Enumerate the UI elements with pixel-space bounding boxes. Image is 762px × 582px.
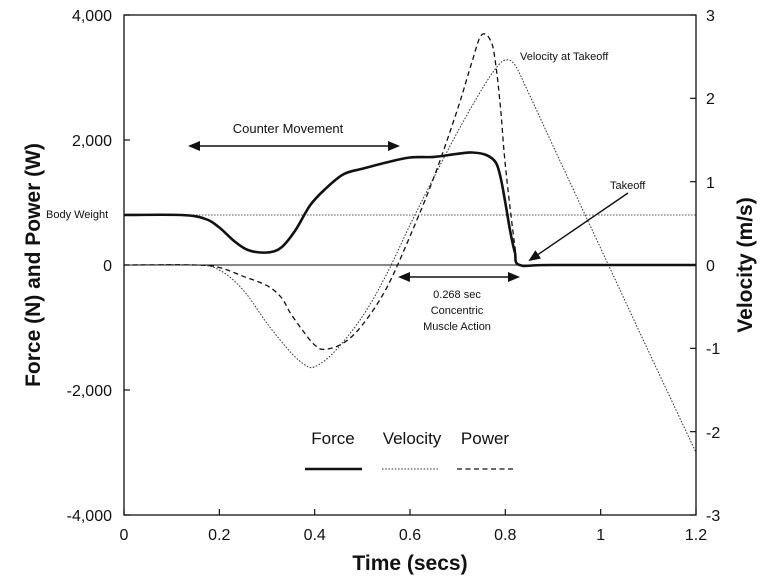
right-y-tick-label: 2	[706, 91, 715, 108]
x-tick-label: 0.6	[399, 527, 421, 544]
x-tick-label: 0	[120, 527, 129, 544]
x-axis-title: Time (secs)	[352, 552, 467, 575]
left-y-axis-title: Force (N) and Power (W)	[22, 143, 45, 387]
x-tick-label: 1	[596, 527, 605, 544]
right-y-tick-label: 3	[706, 8, 715, 25]
takeoff-arrow	[528, 192, 629, 262]
right-y-tick-label: 1	[706, 175, 715, 192]
x-tick-label: 0.8	[494, 527, 516, 544]
left-y-tick-label: -2,000	[67, 383, 112, 400]
concentric-label: Concentric	[431, 305, 484, 317]
x-tick-label: 1.2	[685, 527, 707, 544]
counter-movement-label: Counter Movement	[233, 121, 344, 136]
right-y-tick-label: 0	[706, 258, 715, 275]
body-weight-label: Body Weight	[46, 209, 108, 221]
legend: Force Velocity Power	[305, 429, 515, 471]
legend-label-force: Force	[311, 429, 354, 448]
right-y-tick-label: -2	[706, 425, 720, 442]
velocity-at-takeoff-label: Velocity at Takeoff	[520, 51, 609, 63]
right-y-tick-labels: 3 2 1 0 -1 -2 -3	[706, 8, 720, 525]
annotations: Counter Movement Body Weight Velocity at…	[46, 51, 646, 333]
right-y-axis-title: Velocity (m/s)	[734, 197, 757, 332]
left-y-tick-labels: 4,000 2,000 0 -2,000 -4,000	[67, 8, 112, 525]
left-y-tick-label: -4,000	[67, 508, 112, 525]
velocity-series-line	[123, 59, 697, 453]
concentric-duration-label: 0.268 sec	[433, 289, 481, 301]
power-series-line	[123, 33, 696, 351]
legend-label-power: Power	[461, 429, 510, 448]
x-tick-label: 0.2	[208, 527, 230, 544]
right-y-tick-label: -3	[706, 508, 720, 525]
left-y-tick-label: 4,000	[72, 8, 112, 25]
left-y-tick-label: 2,000	[72, 133, 112, 150]
muscle-action-label: Muscle Action	[423, 321, 491, 333]
left-y-tick-label: 0	[103, 258, 112, 275]
legend-label-velocity: Velocity	[383, 429, 442, 448]
x-tick-label: 0.4	[304, 527, 326, 544]
right-y-tick-label: -1	[706, 341, 720, 358]
series-layer	[123, 33, 697, 453]
x-tick-labels: 0 0.2 0.4 0.6 0.8 1 1.2	[120, 527, 708, 544]
takeoff-label: Takeoff	[610, 180, 646, 192]
force-series-line	[123, 151, 696, 268]
